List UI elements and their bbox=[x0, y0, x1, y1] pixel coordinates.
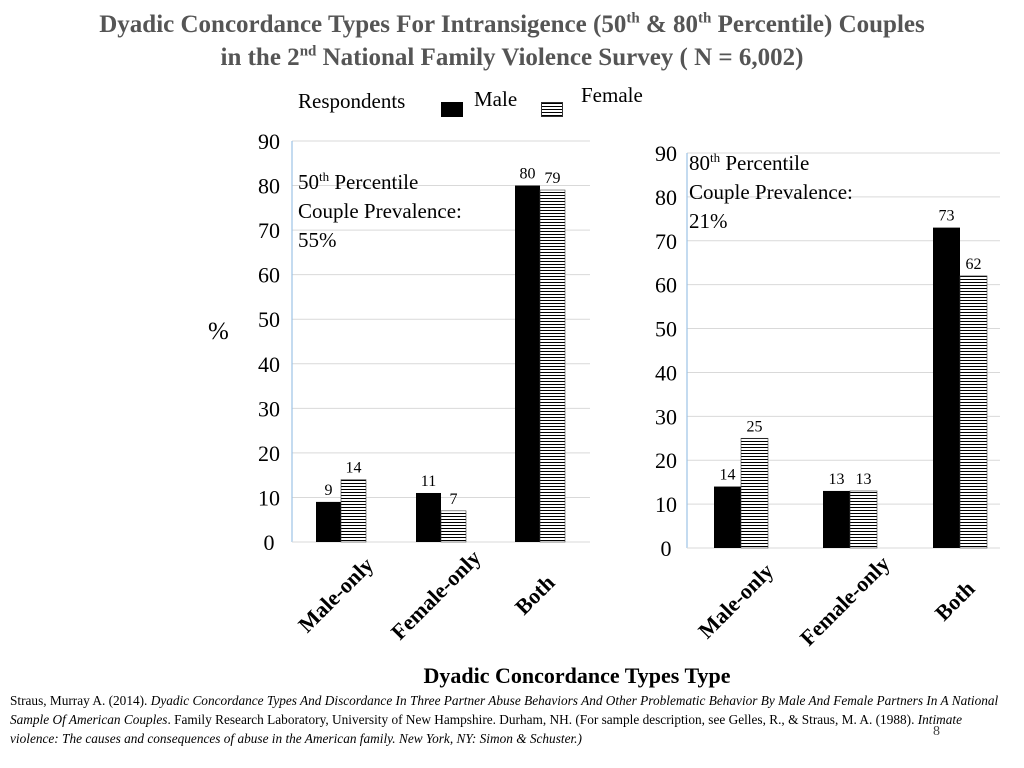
bar-value-label: 79 bbox=[545, 170, 561, 187]
y-tick-label: 30 bbox=[258, 396, 280, 421]
legend-female-label: Female bbox=[581, 83, 643, 107]
annotation-line: 50th Percentile bbox=[298, 168, 462, 197]
y-tick-label: 50 bbox=[655, 317, 677, 342]
x-axis-label: Dyadic Concordance Types Type bbox=[423, 663, 731, 688]
bar-value-label: 73 bbox=[939, 208, 955, 225]
y-tick-label: 70 bbox=[655, 229, 677, 254]
x-category-label: Male-only bbox=[693, 558, 778, 643]
title-part: Dyadic Concordance Types For Intransigen… bbox=[99, 11, 627, 38]
citation-part: Straus, Murray A. (2014). bbox=[10, 693, 151, 708]
title-part: National Family Violence Survey ( N = 6,… bbox=[316, 44, 804, 71]
bar-female bbox=[959, 275, 988, 549]
title-part: in the 2 bbox=[220, 44, 300, 71]
slide-number: 8 bbox=[933, 724, 940, 739]
bar-value-label: 13 bbox=[829, 471, 845, 488]
citation-title: Dyadic Concordance Types And Discordance… bbox=[10, 693, 999, 727]
title-line-2: in the 2nd National Family Violence Surv… bbox=[0, 41, 1024, 74]
bar-male bbox=[823, 490, 850, 548]
y-tick-label: 70 bbox=[258, 218, 280, 243]
x-category-label: Both bbox=[510, 570, 560, 620]
x-category-label: Female-only bbox=[386, 545, 486, 645]
y-tick-label: 50 bbox=[258, 307, 280, 332]
y-tick-label: 20 bbox=[655, 448, 677, 473]
legend-male-swatch bbox=[441, 102, 463, 117]
y-tick-label: 10 bbox=[655, 492, 677, 517]
annotation-number: 50 bbox=[298, 170, 319, 194]
annotation-text: Percentile bbox=[329, 170, 419, 194]
y-tick-label: 60 bbox=[258, 263, 280, 288]
bar-female bbox=[539, 189, 566, 543]
x-category-label: Female-only bbox=[795, 551, 895, 651]
y-tick-label: 30 bbox=[655, 404, 677, 429]
annotation-superscript: th bbox=[319, 169, 330, 184]
left-chart-annotation: 50th Percentile Couple Prevalence: 55% bbox=[298, 168, 462, 255]
bar-value-label: 80 bbox=[520, 166, 536, 183]
bar-value-label: 14 bbox=[720, 467, 736, 484]
annotation-line: 55% bbox=[298, 228, 337, 252]
bar-value-label: 62 bbox=[966, 256, 982, 273]
y-tick-label: 90 bbox=[258, 129, 280, 154]
legend-female-swatch bbox=[541, 102, 563, 117]
bar-value-label: 13 bbox=[856, 471, 872, 488]
title-part: Percentile) Couples bbox=[711, 11, 925, 38]
bar-male bbox=[316, 501, 341, 542]
title-part: & 80 bbox=[639, 11, 698, 38]
bar-value-label: 25 bbox=[747, 418, 763, 435]
y-tick-label: 0 bbox=[264, 530, 275, 555]
legend-respondents-label: Respondents bbox=[298, 89, 406, 113]
annotation-superscript: th bbox=[710, 150, 721, 165]
bar-value-label: 9 bbox=[325, 482, 333, 499]
title-line-1: Dyadic Concordance Types For Intransigen… bbox=[0, 8, 1024, 41]
y-tick-label: 20 bbox=[258, 441, 280, 466]
y-tick-label: 90 bbox=[655, 141, 677, 166]
y-tick-label: 80 bbox=[655, 185, 677, 210]
annotation-line: 80th Percentile bbox=[689, 149, 853, 178]
annotation-number: 80 bbox=[689, 151, 710, 175]
annotation-line: 21% bbox=[689, 209, 728, 233]
x-category-label: Male-only bbox=[293, 552, 378, 637]
bar-value-label: 14 bbox=[346, 460, 362, 477]
bar-female bbox=[740, 437, 769, 549]
title-superscript: th bbox=[698, 10, 712, 27]
annotation-line: Couple Prevalence: bbox=[298, 199, 462, 223]
slide-title: Dyadic Concordance Types For Intransigen… bbox=[0, 8, 1024, 74]
bar-male bbox=[515, 185, 540, 543]
x-category-label: Both bbox=[930, 576, 980, 626]
annotation-line: Couple Prevalence: bbox=[689, 180, 853, 204]
bar-value-label: 7 bbox=[450, 491, 458, 508]
legend-male-label: Male bbox=[474, 87, 518, 111]
bar-female bbox=[340, 479, 367, 543]
bar-male bbox=[416, 492, 441, 542]
citation: Straus, Murray A. (2014). Dyadic Concord… bbox=[10, 691, 1010, 748]
title-superscript: nd bbox=[299, 43, 317, 60]
bar-male bbox=[933, 227, 960, 548]
bar-male bbox=[714, 486, 741, 548]
title-superscript: th bbox=[626, 10, 640, 27]
y-tick-label: 80 bbox=[258, 174, 280, 199]
y-tick-label: 10 bbox=[258, 485, 280, 510]
bar-female bbox=[849, 490, 878, 549]
citation-reference: Intimate violence: The causes and conseq… bbox=[10, 712, 963, 746]
citation-part: . Family Research Laboratory, University… bbox=[167, 712, 918, 727]
y-tick-label: 40 bbox=[258, 352, 280, 377]
y-tick-label: 60 bbox=[655, 273, 677, 298]
bar-value-label: 11 bbox=[421, 473, 436, 490]
bar-female bbox=[440, 510, 467, 543]
y-tick-label: 40 bbox=[655, 360, 677, 385]
right-chart-annotation: 80th Percentile Couple Prevalence: 21% bbox=[689, 149, 853, 236]
y-axis-label: % bbox=[208, 318, 229, 345]
y-tick-label: 0 bbox=[661, 536, 672, 561]
annotation-text: Percentile bbox=[720, 151, 810, 175]
